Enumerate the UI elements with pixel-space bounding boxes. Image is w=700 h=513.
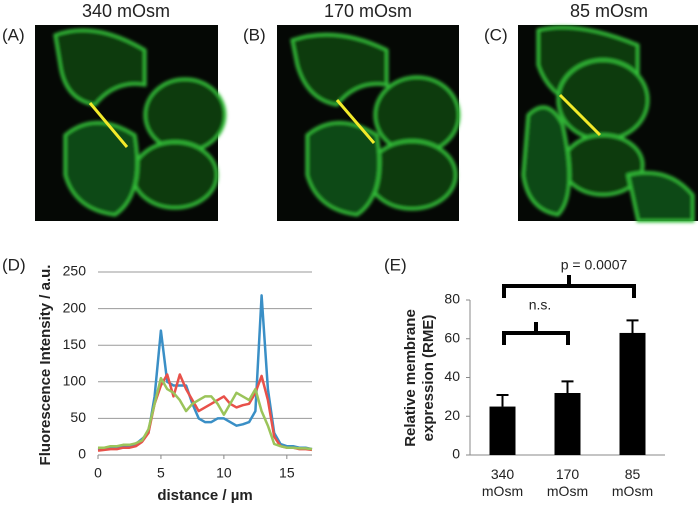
error-bar [561, 380, 574, 393]
panel-label: (A) [2, 25, 25, 44]
error-bar [496, 393, 509, 407]
x-tick-label-line: 340 [491, 466, 515, 482]
bar [554, 393, 581, 455]
panel-title: 85 mOsm [570, 1, 648, 21]
error-bar [626, 319, 639, 333]
y-tick-label: 150 [63, 336, 87, 352]
y-axis-label: Relative membraneexpression (RME) [402, 309, 437, 447]
y-tick-label: 0 [78, 446, 86, 462]
significance-bracket [502, 275, 636, 345]
x-tick-label-line: mOsm [547, 483, 588, 499]
y-tick-label: 250 [63, 263, 87, 279]
y-tick-label: 0 [452, 446, 460, 462]
data-line [98, 376, 313, 451]
panel-label: (D) [2, 255, 26, 274]
y-tick-label: 80 [444, 291, 460, 307]
y-tick-label: 100 [63, 373, 87, 389]
x-tick-label-line: mOsm [612, 483, 653, 499]
data-line [97, 373, 313, 452]
annotation: p = 0.0007 [561, 257, 628, 273]
y-tick-label: 50 [70, 409, 86, 425]
data-line [97, 294, 313, 451]
y-tick-label: 200 [63, 299, 87, 315]
x-tick-label: 5 [157, 465, 165, 481]
x-tick-label-line: 170 [556, 466, 580, 482]
panel-label: (B) [243, 25, 266, 44]
y-tick-label: 40 [444, 368, 460, 384]
annotation: n.s. [529, 297, 552, 313]
micrograph [35, 25, 227, 221]
y-axis-label: Fluorescence Intensity / a.u. [37, 265, 54, 466]
x-tick-label: 340 mOsm [482, 466, 523, 499]
x-tick-label-line: mOsm [482, 483, 523, 499]
x-tick-label: 10 [216, 465, 232, 481]
y-axis-label-line: Relative membrane [402, 309, 419, 447]
bar [489, 406, 516, 455]
micrograph [518, 25, 698, 223]
panel-label: (C) [484, 25, 508, 44]
y-axis-label-line: expression (RME) [420, 315, 437, 442]
y-tick-label: 20 [444, 407, 460, 423]
y-tick-label: 60 [444, 329, 460, 345]
x-tick-label-line: 85 [625, 466, 641, 482]
panel-title: 170 mOsm [324, 1, 412, 21]
x-tick-label: 85 mOsm [612, 466, 653, 499]
panel-title: 340 mOsm [82, 1, 170, 21]
panel-label: (E) [384, 255, 407, 274]
x-tick-label: 0 [94, 465, 102, 481]
bar [619, 332, 646, 455]
x-axis-label: distance / µm [157, 487, 252, 504]
micrograph [277, 25, 461, 221]
x-tick-label: 170 mOsm [547, 466, 588, 499]
x-tick-label: 15 [279, 465, 295, 481]
